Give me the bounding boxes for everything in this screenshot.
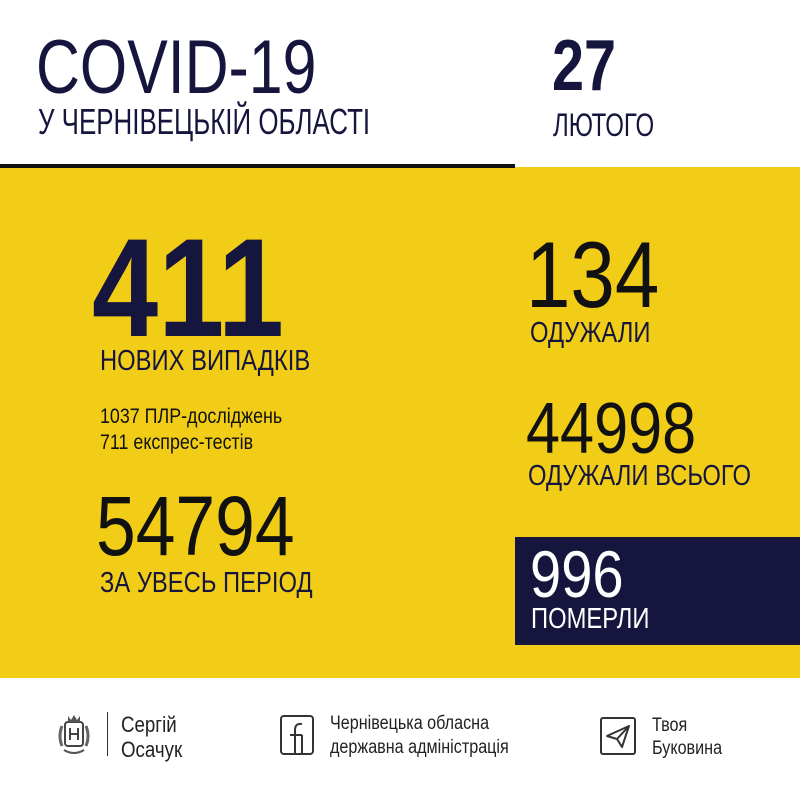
title: COVID-19 <box>36 25 317 110</box>
coat-of-arms-icon <box>58 715 90 754</box>
deaths-label: ПОМЕРЛИ <box>531 603 650 635</box>
deaths-value: 996 <box>530 537 624 611</box>
person-first-name: Сергій <box>121 712 177 737</box>
recovered-value: 134 <box>526 222 660 327</box>
rapid-tests: 711 експрес-тестів <box>100 431 254 454</box>
pcr-tests: 1037 ПЛР-досліджень <box>100 405 283 428</box>
facebook-icon[interactable] <box>280 715 314 755</box>
facebook-line-2[interactable]: державна адміністрація <box>330 737 509 758</box>
recovered-total-label: ОДУЖАЛИ ВСЬОГО <box>528 460 751 492</box>
facebook-line-1[interactable]: Чернівецька обласна <box>330 713 490 734</box>
footer-divider <box>107 712 108 756</box>
recovered-label: ОДУЖАЛИ <box>530 317 651 349</box>
person-last-name: Осачук <box>121 737 183 762</box>
telegram-icon[interactable] <box>600 717 636 755</box>
telegram-line-2[interactable]: Буковина <box>652 738 723 759</box>
header-divider <box>0 164 515 168</box>
telegram-line-1[interactable]: Твоя <box>652 715 688 736</box>
new-cases-value: 411 <box>92 209 284 366</box>
total-value: 54794 <box>96 479 295 573</box>
total-label: ЗА УВЕСЬ ПЕРІОД <box>100 567 313 599</box>
new-cases-label: НОВИХ ВИПАДКІВ <box>100 345 311 377</box>
recovered-total-value: 44998 <box>526 389 697 469</box>
deaths-box <box>515 537 800 645</box>
date-day: 27 <box>552 26 617 106</box>
subtitle: У ЧЕРНІВЕЦЬКІЙ ОБЛАСТІ <box>38 101 371 142</box>
date-month: ЛЮТОГО <box>553 107 655 143</box>
